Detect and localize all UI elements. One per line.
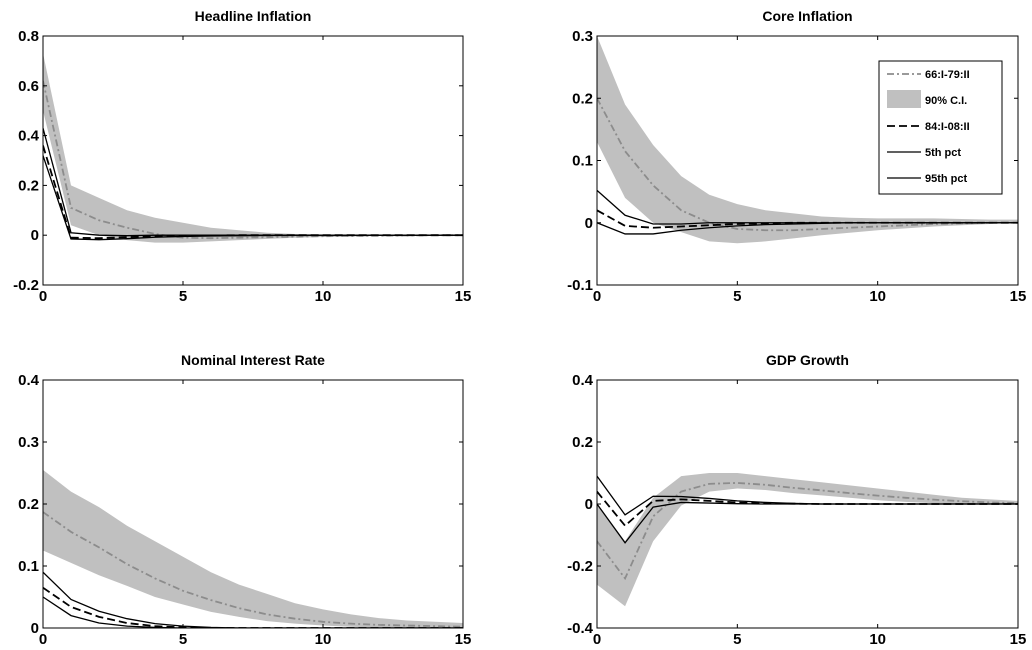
y-tick-label: 0.2 [572, 434, 593, 451]
series-66-79 [597, 482, 1018, 581]
y-tick-label: 0.4 [18, 372, 40, 389]
series-95th-pct [597, 475, 1018, 516]
plot-area [43, 53, 463, 243]
y-tick-label: 0.8 [18, 28, 39, 45]
legend-entry-label: 95th pct [925, 173, 968, 185]
series-84-08 [43, 586, 463, 628]
legend: 66:I-79:II 90% C.I. 84:I-08:II 5th pct 95th … [878, 60, 1003, 195]
y-tick-label: -0.1 [567, 277, 593, 294]
x-tick-label: 0 [39, 288, 47, 305]
y-tick-label: 0.6 [18, 78, 39, 95]
axes-frame [42, 35, 464, 286]
y-tick-label: 0 [31, 227, 39, 244]
legend-entry-label: 90% C.I. [925, 95, 967, 107]
y-tick-label: 0.4 [572, 372, 594, 389]
y-tick-label: 0.1 [572, 153, 593, 170]
x-tick-label: 5 [733, 631, 741, 648]
x-tick-label: 15 [1010, 631, 1027, 648]
x-tick-label: 15 [455, 288, 472, 305]
series-66-79 [597, 97, 1018, 232]
y-tick-label: 0.3 [18, 434, 39, 451]
y-tick-label: 0 [585, 215, 593, 232]
confidence-band [597, 473, 1018, 607]
legend-entry-label: 66:I-79:II [925, 69, 970, 81]
plot-area [43, 469, 463, 628]
legend-entry-label: 5th pct [925, 147, 961, 159]
panel-nominal-interest-rate: 0 5 10 15 0 0.1 0.2 0.3 0.4 Nominal Interest Rate [18, 352, 471, 648]
y-tick-label: 0.4 [18, 128, 40, 145]
series-95th-pct [43, 571, 463, 628]
x-tick-label: 10 [869, 288, 886, 305]
y-tick-label: 0.3 [572, 28, 593, 45]
x-tick-label: 5 [179, 631, 187, 648]
plot-area [597, 473, 1018, 607]
legend-box [878, 60, 1003, 195]
y-tick-label: -0.2 [13, 277, 39, 294]
x-tick-label: 0 [593, 288, 601, 305]
panel-title: Nominal Interest Rate [181, 352, 325, 368]
legend-swatch-band [887, 90, 921, 108]
x-tick-label: 10 [869, 631, 886, 648]
x-tick-label: 15 [455, 631, 472, 648]
panel-title: Core Inflation [762, 8, 852, 24]
confidence-band [43, 53, 463, 243]
y-tick-label: 0.2 [572, 90, 593, 107]
panel-title: Headline Inflation [195, 8, 312, 24]
x-tick-label: 0 [39, 631, 47, 648]
series-95th-pct [597, 189, 1018, 225]
panel-gdp-growth: 0 5 10 15 -0.4 -0.2 0 0.2 0.4 GDP Growth 66:I-79:I… [567, 60, 1027, 648]
x-tick-label: 5 [179, 288, 187, 305]
y-tick-label: -0.2 [567, 558, 593, 575]
x-tick-label: 0 [593, 631, 601, 648]
y-tick-label: 0 [31, 620, 39, 637]
plot-area [597, 36, 1018, 244]
y-tick-label: 0.1 [18, 558, 39, 575]
y-tick-label: 0 [585, 496, 593, 513]
series-5th-pct [43, 596, 463, 628]
x-tick-label: 5 [733, 288, 741, 305]
confidence-band [43, 469, 463, 628]
x-tick-label: 10 [315, 288, 332, 305]
x-tick-label: 10 [315, 631, 332, 648]
panel-title: GDP Growth [766, 352, 849, 368]
y-tick-label: 0.2 [18, 177, 39, 194]
confidence-band [597, 36, 1018, 244]
x-tick-label: 15 [1010, 288, 1027, 305]
y-tick-label: -0.4 [567, 620, 594, 637]
series-95th-pct [43, 127, 463, 237]
legend-entry-label: 84:I-08:II [925, 121, 970, 133]
y-tick-label: 0.2 [18, 496, 39, 513]
